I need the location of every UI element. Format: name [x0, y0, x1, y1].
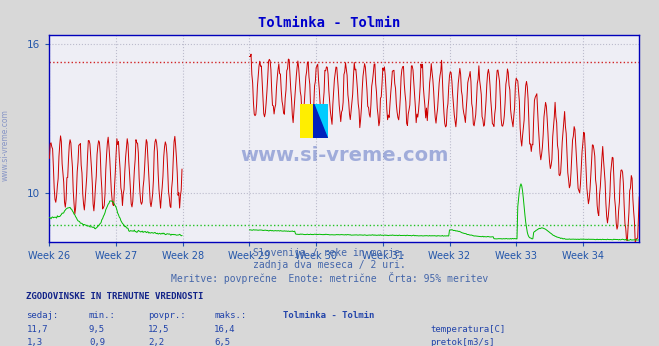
- Text: 16,4: 16,4: [214, 325, 236, 334]
- Text: 1,3: 1,3: [26, 338, 42, 346]
- Text: 2,2: 2,2: [148, 338, 164, 346]
- Text: maks.:: maks.:: [214, 311, 246, 320]
- Bar: [300, 104, 314, 138]
- Text: 0,9: 0,9: [89, 338, 105, 346]
- Text: temperatura[C]: temperatura[C]: [430, 325, 505, 334]
- Text: povpr.:: povpr.:: [148, 311, 186, 320]
- Text: Tolminka - Tolmin: Tolminka - Tolmin: [283, 311, 375, 320]
- Text: ZGODOVINSKE IN TRENUTNE VREDNOSTI: ZGODOVINSKE IN TRENUTNE VREDNOSTI: [26, 292, 204, 301]
- Polygon shape: [314, 104, 328, 138]
- Text: Meritve: povprečne  Enote: metrične  Črta: 95% meritev: Meritve: povprečne Enote: metrične Črta:…: [171, 272, 488, 284]
- Bar: [314, 104, 328, 138]
- Text: Tolminka - Tolmin: Tolminka - Tolmin: [258, 16, 401, 29]
- Text: sedaj:: sedaj:: [26, 311, 59, 320]
- Text: 11,7: 11,7: [26, 325, 48, 334]
- Text: www.si-vreme.com: www.si-vreme.com: [240, 146, 449, 164]
- Text: 12,5: 12,5: [148, 325, 170, 334]
- Text: 6,5: 6,5: [214, 338, 230, 346]
- Text: Slovenija / reke in morje.: Slovenija / reke in morje.: [253, 248, 406, 258]
- Text: min.:: min.:: [89, 311, 116, 320]
- Text: pretok[m3/s]: pretok[m3/s]: [430, 338, 495, 346]
- Text: 9,5: 9,5: [89, 325, 105, 334]
- Text: zadnja dva meseca / 2 uri.: zadnja dva meseca / 2 uri.: [253, 260, 406, 270]
- Text: www.si-vreme.com: www.si-vreme.com: [1, 109, 10, 181]
